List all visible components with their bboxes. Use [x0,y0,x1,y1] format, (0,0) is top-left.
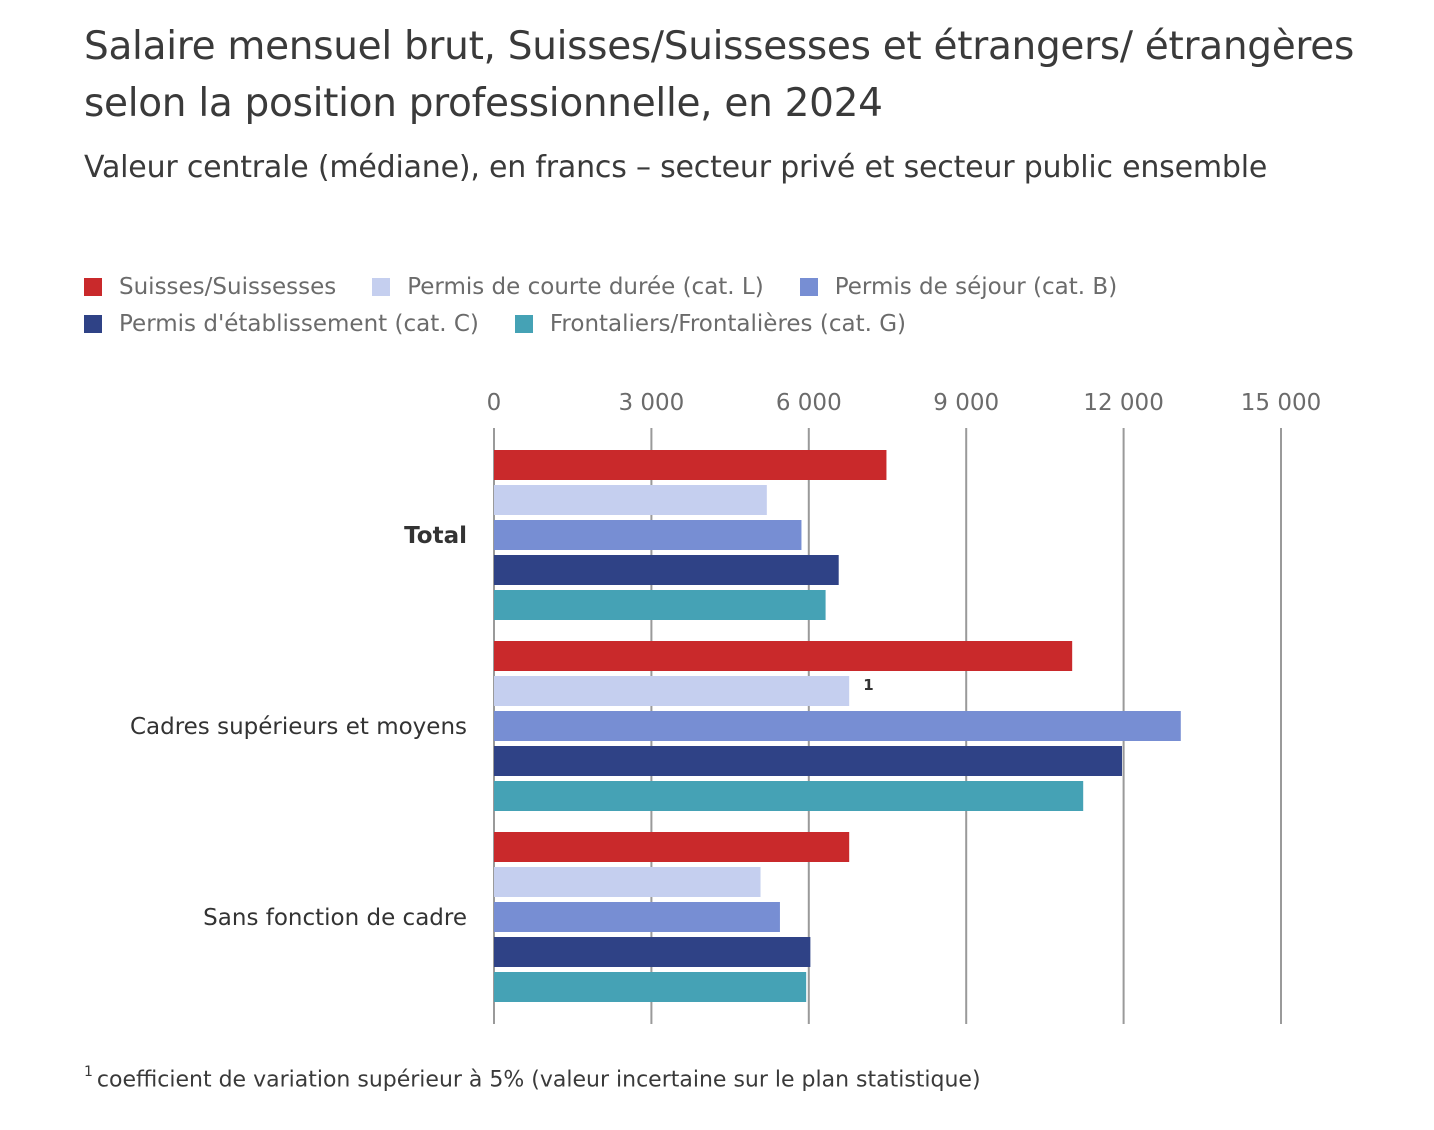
category-label: Sans fonction de cadre [203,905,467,931]
annotations: 1 [863,676,873,694]
bar[interactable] [494,520,802,550]
footnote-marker: 1 [84,1064,93,1080]
legend-item-permis-l[interactable]: Permis de courte durée (cat. L) [372,274,764,300]
chart-subtitle: Valeur centrale (médiane), en francs – s… [84,150,1268,185]
x-tick-label: 15 000 [1241,390,1321,416]
legend-swatch-permis-l [372,277,391,296]
category-labels: Total Cadres supérieurs et moyens Sans fon… [130,523,467,931]
category-label: Cadres supérieurs et moyens [130,714,467,740]
footnote: 1 coefficient de variation supérieur à 5%… [84,1064,981,1093]
bar[interactable] [494,555,839,585]
legend-label-permis-c: Permis d'établissement (cat. C) [119,310,479,337]
legend-row-2: Permis d'établissement (cat. C) Frontali… [84,305,1334,342]
x-axis-ticks: 0 3 000 6 000 9 000 12 000 15 000 [487,390,1322,416]
bar[interactable] [494,937,811,967]
footnote-text: coefficient de variation supérieur à 5% … [96,1067,981,1093]
bars [494,450,1181,1002]
legend-label-suisses: Suisses/Suissesses [119,273,337,300]
legend-swatch-frontaliers [514,314,533,333]
bar[interactable] [494,450,887,480]
bar[interactable] [494,781,1084,811]
legend-label-permis-l: Permis de courte durée (cat. L) [407,273,764,300]
annotation-marker: 1 [863,676,873,694]
bar[interactable] [494,711,1181,741]
legend-label-permis-b: Permis de séjour (cat. B) [834,273,1118,300]
bar[interactable] [494,641,1073,671]
legend-swatch-permis-c [84,314,102,333]
x-tick-label: 6 000 [776,390,842,416]
bar[interactable] [494,746,1123,776]
x-tick-label: 3 000 [618,390,684,416]
bar[interactable] [494,902,780,932]
bar[interactable] [494,485,767,515]
legend-item-frontaliers[interactable]: Frontaliers/Frontalières (cat. G) [514,310,907,337]
legend-label-frontaliers: Frontaliers/Frontalières (cat. G) [549,310,907,337]
bar[interactable] [494,832,850,862]
legend-item-permis-b[interactable]: Permis de séjour (cat. B) [799,273,1118,300]
bar[interactable] [494,867,761,897]
legend-swatch-permis-b [799,277,818,296]
x-tick-label: 0 [487,390,502,416]
bar[interactable] [494,590,826,620]
legend-item-suisses[interactable]: Suisses/Suissesses [84,274,336,300]
bar[interactable] [494,972,807,1002]
legend-item-permis-c[interactable]: Permis d'établissement (cat. C) [84,311,479,337]
legend-row-1: Suisses/Suissesses Permis de courte duré… [84,268,1334,305]
legend-swatch-suisses [84,277,102,296]
x-tick-label: 12 000 [1083,390,1163,416]
bar[interactable] [494,676,850,706]
legend: Suisses/Suissesses Permis de courte duré… [84,268,1334,342]
chart-title: Salaire mensuel brut, Suisses/Suissesses… [84,24,1354,126]
x-tick-label: 9 000 [933,390,999,416]
category-label: Total [404,523,467,549]
